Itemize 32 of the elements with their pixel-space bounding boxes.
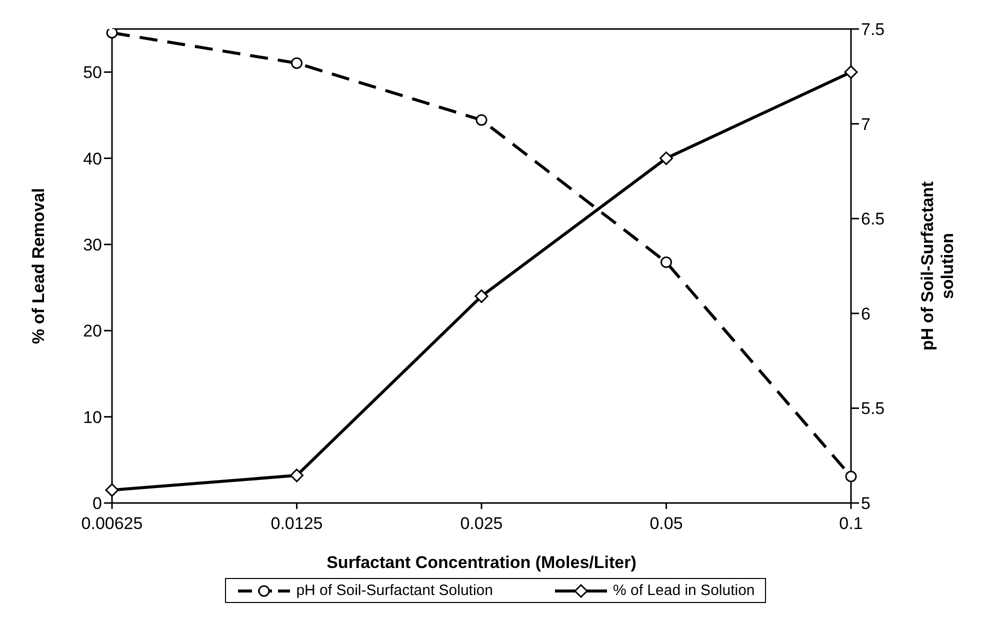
point: [845, 470, 857, 482]
point: [105, 483, 119, 497]
y2-tick-label: 5.5: [861, 399, 885, 418]
y2-tick-label: 7.5: [861, 20, 885, 40]
x-tick-label: 0.1: [839, 514, 863, 534]
y2-tick-label: 6.5: [861, 210, 885, 229]
x-tick-label: 0.0125: [270, 514, 323, 534]
x-tick-label: 0.00625: [81, 514, 143, 534]
y-tick-label: 10: [83, 408, 102, 427]
point: [106, 29, 118, 39]
point: [476, 114, 488, 126]
legend-label: pH of Soil-Surfactant Solution: [296, 582, 493, 599]
point: [474, 289, 488, 303]
point: [291, 57, 302, 69]
y-tick-label: 20: [83, 322, 102, 341]
y-tick-label: 50: [83, 63, 102, 82]
point: [844, 65, 858, 79]
point: [660, 256, 672, 268]
y-tick-label: 30: [83, 235, 102, 254]
point: [290, 468, 304, 482]
y2-tick-label: 6: [861, 304, 870, 324]
y-axis-title: % of Lead Removal: [29, 188, 48, 344]
x-tick-label: 0.025: [460, 514, 503, 534]
y2-axis-title: pH of Soil-Surfactant solution: [918, 181, 957, 351]
legend-label: % of Lead in Solution: [613, 582, 755, 599]
y2-tick-label: 5: [861, 494, 870, 514]
point: [660, 152, 673, 166]
x-tick-label: 0.05: [650, 514, 683, 534]
x-axis-title: Surfactant Concentration (Moles/Liter): [326, 553, 636, 572]
y2-tick-label: 7: [861, 114, 870, 134]
y-tick-label: 40: [83, 149, 102, 168]
y-tick-label: 0: [92, 494, 102, 514]
